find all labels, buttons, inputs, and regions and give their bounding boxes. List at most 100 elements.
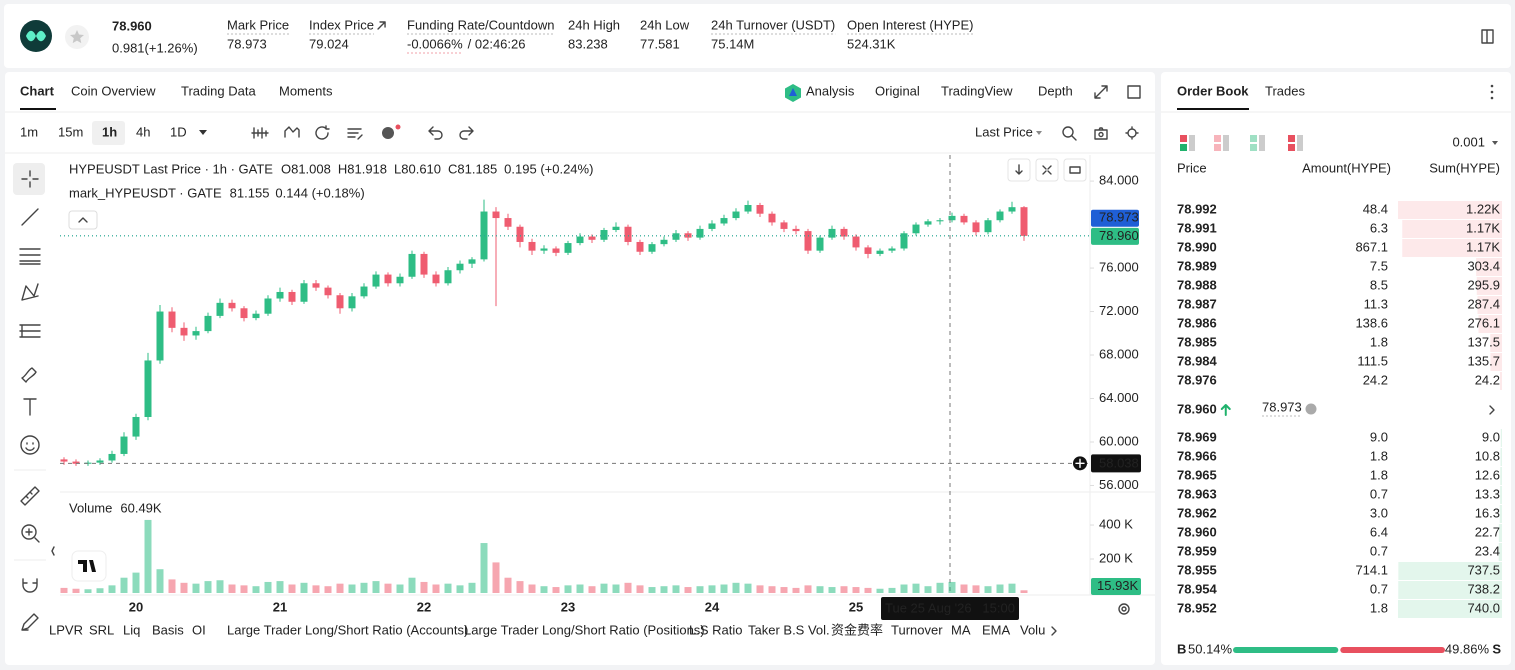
drawing-tool[interactable]: [21, 283, 39, 301]
drawing-tool[interactable]: [21, 367, 37, 383]
chart-control-icon[interactable]: [1069, 166, 1081, 174]
book-price[interactable]: 78.962: [1177, 505, 1217, 520]
drawing-tool[interactable]: [22, 578, 38, 593]
book-layout-btn[interactable]: [1189, 135, 1195, 151]
book-price[interactable]: 78.984: [1177, 353, 1218, 368]
indicators-more[interactable]: [1051, 626, 1057, 636]
view-tab[interactable]: Original: [875, 83, 920, 98]
view-tab[interactable]: TradingView: [941, 83, 1013, 98]
indicator-button[interactable]: MA: [951, 622, 971, 637]
indicator-button[interactable]: Large Trader Long/Short Ratio (Accounts): [227, 622, 468, 637]
drawing-tool[interactable]: [21, 208, 39, 226]
drawing-tool[interactable]: [20, 435, 40, 455]
book-layout-btn[interactable]: [1288, 135, 1295, 142]
undo-icon[interactable]: [428, 126, 443, 140]
indicator-button[interactable]: SRL: [89, 622, 114, 637]
book-price[interactable]: 78.963: [1177, 486, 1217, 501]
book-price[interactable]: 78.954: [1177, 581, 1218, 596]
timeframe[interactable]: 1h: [102, 124, 117, 139]
book-layout-btn[interactable]: [1180, 135, 1187, 142]
chart-tab[interactable]: Moments: [279, 83, 333, 98]
book-more[interactable]: [1489, 405, 1495, 415]
chart-tab[interactable]: Chart: [20, 83, 55, 98]
timeframe[interactable]: 1m: [20, 124, 38, 139]
trades-tab[interactable]: Trades: [1265, 83, 1305, 98]
timeframe[interactable]: 4h: [136, 124, 150, 139]
timeframe[interactable]: 15m: [58, 124, 83, 139]
candle-type-icon[interactable]: [251, 127, 269, 139]
chart-tab[interactable]: Trading Data: [181, 83, 256, 98]
indicator-button[interactable]: Volu: [1020, 622, 1045, 637]
indicator-icon[interactable]: [284, 126, 300, 138]
indicator-button[interactable]: Large Trader Long/Short Ratio (Positions…: [464, 622, 705, 637]
template-icon[interactable]: [347, 128, 363, 140]
drawing-tool[interactable]: [19, 248, 41, 265]
indicator-button[interactable]: Liq: [123, 622, 140, 637]
search-icon[interactable]: [1062, 126, 1077, 141]
chart-control-icon[interactable]: [1015, 164, 1023, 175]
book-layout-btn[interactable]: [1180, 144, 1187, 151]
axis-settings[interactable]: [1118, 603, 1130, 615]
indicator-button[interactable]: Turnover: [891, 622, 943, 637]
drawing-tool[interactable]: [19, 324, 41, 338]
indicator-button[interactable]: OI: [192, 622, 206, 637]
indicator-button[interactable]: Taker B.S Vol.: [748, 622, 830, 637]
book-price[interactable]: 78.976: [1177, 372, 1217, 387]
book-price[interactable]: 78.969: [1177, 429, 1217, 444]
price-source[interactable]: Last Price: [975, 124, 1033, 139]
header-icon[interactable]: [1481, 29, 1494, 44]
book-price[interactable]: 78.986: [1177, 315, 1217, 330]
book-sum: 1.17K: [1466, 239, 1500, 254]
col-header: Sum(HYPE): [1429, 160, 1500, 175]
drawing-tool[interactable]: [23, 398, 37, 416]
collapse-left[interactable]: [51, 546, 55, 556]
orderbook-tab[interactable]: Order Book: [1177, 83, 1249, 98]
fullscreen-icon[interactable]: [1094, 85, 1108, 99]
indicator-button[interactable]: 资金费率: [831, 622, 883, 637]
book-price[interactable]: 78.959: [1177, 543, 1217, 558]
timeframe[interactable]: 1D: [170, 124, 187, 139]
chart-tab[interactable]: Coin Overview: [71, 83, 156, 98]
replay-icon[interactable]: [315, 125, 330, 140]
book-price[interactable]: 78.988: [1177, 277, 1217, 292]
view-tab[interactable]: Depth: [1038, 83, 1073, 98]
book-price[interactable]: 78.987: [1177, 296, 1217, 311]
drawing-tool[interactable]: [21, 524, 40, 543]
book-layout-btn[interactable]: [1259, 135, 1265, 151]
window-icon[interactable]: [1127, 85, 1141, 99]
book-layout-btn[interactable]: [1250, 135, 1257, 142]
crosshair-plus-icon[interactable]: [1075, 458, 1085, 469]
precision[interactable]: 0.001: [1452, 134, 1485, 149]
book-price[interactable]: 78.965: [1177, 467, 1217, 482]
settings-icon[interactable]: [1125, 126, 1139, 140]
collapse-arrow[interactable]: [78, 217, 88, 223]
drawing-tool[interactable]: [21, 613, 39, 631]
book-price[interactable]: 78.991: [1177, 220, 1217, 235]
book-price[interactable]: 78.992: [1177, 201, 1217, 216]
book-layout-btn[interactable]: [1223, 135, 1229, 151]
book-price[interactable]: 78.955: [1177, 562, 1217, 577]
indicator-button[interactable]: Basis: [152, 622, 184, 637]
redo-icon[interactable]: [459, 126, 474, 140]
indicator-button[interactable]: L.S Ratio: [689, 622, 742, 637]
book-layout-btn[interactable]: [1214, 144, 1221, 151]
chart-control[interactable]: [1035, 158, 1059, 182]
book-layout-btn[interactable]: [1288, 144, 1295, 151]
drawing-tool[interactable]: [20, 486, 40, 506]
indicator-button[interactable]: LPVR: [49, 622, 83, 637]
drawing-tool[interactable]: [21, 170, 39, 188]
book-price[interactable]: 78.952: [1177, 600, 1217, 615]
book-layout-btn[interactable]: [1250, 144, 1257, 151]
book-price[interactable]: 78.989: [1177, 258, 1217, 273]
snapshot-icon[interactable]: [1094, 127, 1108, 140]
book-layout-btn[interactable]: [1214, 135, 1221, 142]
book-layout-btn[interactable]: [1297, 135, 1303, 151]
view-tab[interactable]: Analysis: [806, 83, 855, 98]
book-price[interactable]: 78.960: [1177, 524, 1217, 539]
indicator-button[interactable]: EMA: [982, 622, 1011, 637]
book-price[interactable]: 78.985: [1177, 334, 1217, 349]
chart-control-icon[interactable]: [1042, 165, 1052, 175]
chart-control[interactable]: [1063, 158, 1087, 182]
book-price[interactable]: 78.990: [1177, 239, 1217, 254]
book-price[interactable]: 78.966: [1177, 448, 1217, 463]
